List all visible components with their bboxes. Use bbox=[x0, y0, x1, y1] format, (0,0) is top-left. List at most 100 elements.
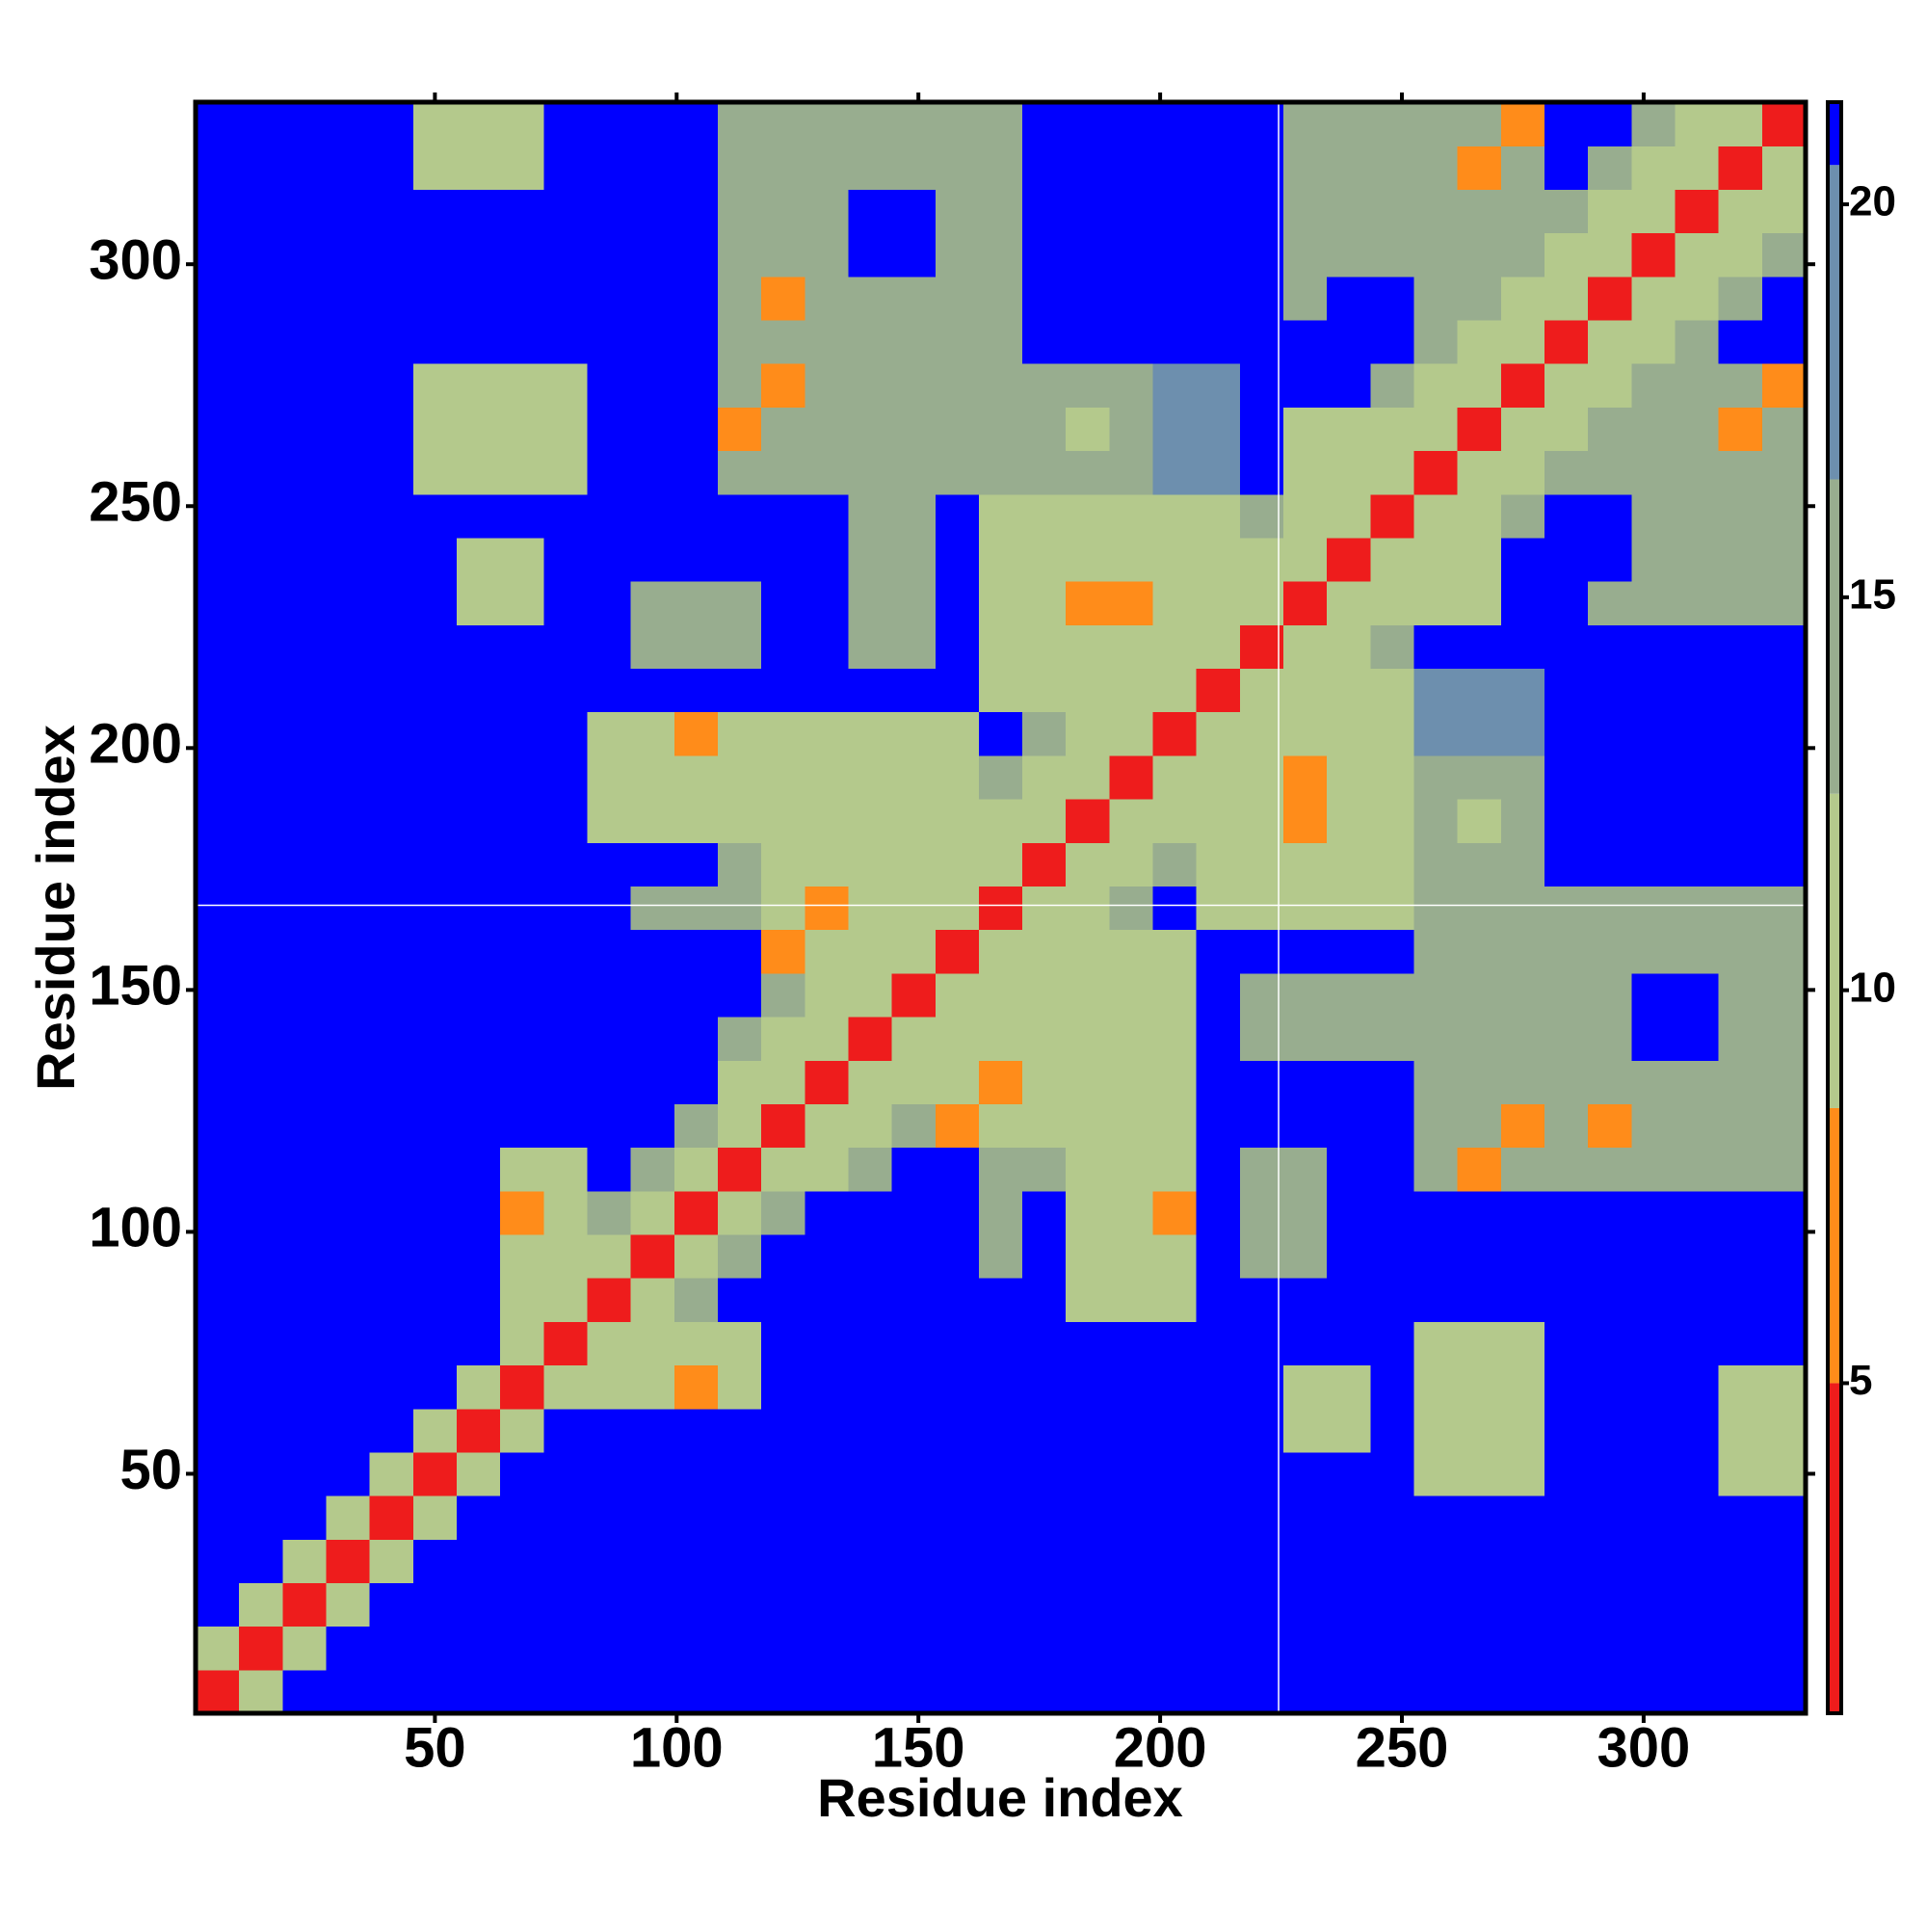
cell bbox=[196, 972, 240, 1018]
overlay: 50 100 150 200 250 300 50 100 150 200 250 300 5 10 15 2… bbox=[89, 93, 1896, 1779]
cell bbox=[1327, 1451, 1371, 1496]
cell bbox=[1152, 581, 1198, 625]
cell bbox=[500, 493, 544, 539]
cell bbox=[673, 1669, 719, 1714]
cell bbox=[717, 842, 762, 887]
cell bbox=[239, 1016, 283, 1061]
cell bbox=[1457, 1626, 1502, 1671]
cell bbox=[412, 1626, 458, 1671]
cell bbox=[1457, 1495, 1502, 1540]
cell bbox=[1631, 1582, 1676, 1628]
cell bbox=[1239, 450, 1284, 495]
cell bbox=[239, 754, 283, 800]
cell bbox=[891, 450, 937, 495]
cell bbox=[587, 1016, 632, 1061]
cell bbox=[1239, 1321, 1284, 1366]
cell bbox=[761, 842, 805, 887]
cell bbox=[1718, 972, 1763, 1018]
cell bbox=[1631, 799, 1676, 843]
cell bbox=[1239, 624, 1284, 670]
cell bbox=[412, 1147, 458, 1192]
cell bbox=[978, 581, 1023, 625]
cell bbox=[412, 1278, 458, 1322]
cell bbox=[456, 1233, 501, 1279]
cell bbox=[1457, 711, 1502, 756]
cell bbox=[1588, 1147, 1632, 1192]
cell bbox=[891, 493, 937, 539]
x-tick-label: 250 bbox=[1356, 1716, 1449, 1779]
cell bbox=[891, 668, 937, 713]
cell bbox=[1109, 493, 1154, 539]
cell bbox=[891, 1451, 937, 1496]
cell bbox=[412, 189, 458, 234]
cell bbox=[239, 711, 283, 756]
cell bbox=[1327, 1364, 1371, 1410]
cell bbox=[369, 929, 414, 974]
cell bbox=[1675, 1669, 1720, 1714]
cell bbox=[282, 1190, 328, 1235]
cell bbox=[1500, 1495, 1545, 1540]
cell bbox=[456, 189, 501, 234]
cell bbox=[1022, 1364, 1067, 1410]
cell bbox=[891, 842, 937, 887]
cell bbox=[1327, 799, 1371, 843]
cell bbox=[1196, 1147, 1241, 1192]
cell bbox=[1109, 146, 1154, 190]
cell bbox=[761, 1582, 805, 1628]
cell bbox=[630, 537, 675, 582]
cell bbox=[587, 972, 632, 1018]
cell bbox=[1066, 146, 1111, 190]
cell bbox=[1022, 1060, 1067, 1104]
cell bbox=[805, 972, 850, 1018]
cell bbox=[196, 407, 240, 452]
cell bbox=[1066, 1060, 1111, 1104]
cell bbox=[1283, 1190, 1328, 1235]
cell bbox=[282, 363, 328, 408]
cell bbox=[1718, 146, 1763, 190]
cell bbox=[1370, 1060, 1415, 1104]
cell bbox=[456, 711, 501, 756]
cell bbox=[673, 581, 719, 625]
cell bbox=[1544, 624, 1589, 670]
cell bbox=[1544, 1233, 1589, 1279]
cell bbox=[239, 1669, 283, 1714]
cell bbox=[282, 1495, 328, 1540]
cell bbox=[1761, 1539, 1807, 1584]
cell bbox=[456, 668, 501, 713]
cell bbox=[1457, 363, 1502, 408]
cell bbox=[1196, 1278, 1241, 1322]
cell bbox=[282, 1103, 328, 1149]
cell bbox=[1500, 711, 1545, 756]
cell bbox=[761, 1147, 805, 1192]
cell bbox=[1588, 537, 1632, 582]
cell bbox=[1544, 102, 1589, 146]
cell bbox=[1761, 1103, 1807, 1149]
cell bbox=[1239, 407, 1284, 452]
cell bbox=[456, 799, 501, 843]
cell bbox=[326, 624, 371, 670]
cell bbox=[1239, 972, 1284, 1018]
cell bbox=[1631, 668, 1676, 713]
cell bbox=[456, 1495, 501, 1540]
cell bbox=[1718, 319, 1763, 364]
cell bbox=[891, 1103, 937, 1149]
cell bbox=[369, 1669, 414, 1714]
cell bbox=[1196, 407, 1241, 452]
cell bbox=[239, 1321, 283, 1366]
cell bbox=[282, 581, 328, 625]
cell bbox=[848, 1669, 893, 1714]
cell bbox=[1675, 319, 1720, 364]
cell bbox=[587, 232, 632, 278]
cell bbox=[500, 146, 544, 190]
cell bbox=[587, 668, 632, 713]
cell bbox=[1239, 799, 1284, 843]
cell bbox=[1370, 929, 1415, 974]
cell bbox=[1152, 1147, 1198, 1192]
cell bbox=[761, 711, 805, 756]
cell bbox=[412, 886, 458, 931]
cell bbox=[1675, 232, 1720, 278]
cell bbox=[239, 1060, 283, 1104]
cell bbox=[1239, 886, 1284, 931]
cell bbox=[1631, 581, 1676, 625]
cell bbox=[1370, 668, 1415, 713]
